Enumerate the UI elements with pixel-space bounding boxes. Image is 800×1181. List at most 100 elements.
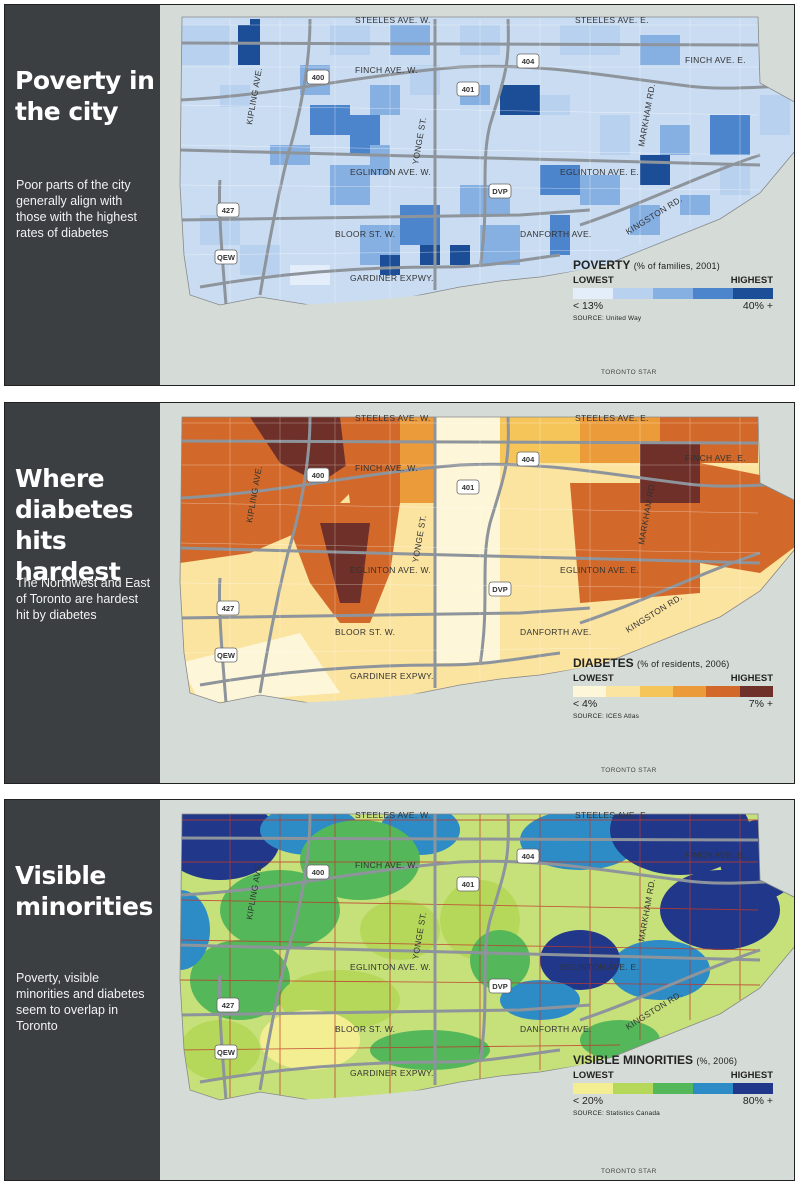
minorities-panel: Visible minorities Poverty, visible mino… (4, 799, 795, 1181)
census-tract (180, 25, 230, 65)
svg-text:404: 404 (522, 455, 535, 464)
highway-shield: 404 (516, 848, 540, 864)
census-tract (290, 265, 330, 285)
highway-shield: 427 (216, 997, 240, 1013)
legend-swatch (573, 288, 613, 299)
diabetes-zone (360, 623, 435, 693)
diabetes-panel: Where diabetes hits hardest The Northwes… (4, 402, 795, 784)
street-label: BLOOR ST. W. (335, 229, 395, 239)
poverty-panel: Poverty in the city Poor parts of the ci… (4, 4, 795, 386)
diabetes-zone (570, 483, 700, 603)
diabetes-zone (340, 417, 400, 503)
svg-text:DVP: DVP (492, 187, 507, 196)
minority-density-area (360, 900, 440, 960)
legend-low-label: LOWEST (573, 673, 614, 684)
panel-title: Visible minorities (15, 861, 153, 921)
diabetes-zone (400, 417, 435, 503)
legend-title: DIABETES (% of residents, 2006) (573, 656, 730, 670)
diabetes-legend: DIABETES (% of residents, 2006) LOWEST HI… (573, 656, 773, 720)
highway-shield: 404 (516, 451, 540, 467)
street-label: BLOOR ST. W. (335, 1024, 395, 1034)
credit: TORONTO STAR (601, 767, 657, 774)
census-tract (310, 105, 350, 135)
census-tract (450, 245, 470, 265)
minority-density-area (180, 890, 210, 970)
legend-high-label: HIGHEST (730, 673, 773, 684)
census-tract (370, 145, 390, 175)
svg-text:400: 400 (312, 73, 325, 82)
street-label: GARDINER EXPWY. (350, 671, 434, 681)
legend-swatch (706, 686, 740, 697)
census-tract (420, 245, 440, 265)
diabetes-map: STEELES AVE. W. STEELES AVE. E. FINCH AVE.… (160, 413, 794, 781)
highway-shield: QEW (214, 249, 238, 265)
street-label: STEELES AVE. W. (355, 413, 431, 423)
legend-low-value: < 13% (573, 300, 604, 312)
census-tract (680, 195, 710, 215)
street-label: STEELES AVE. E. (575, 413, 649, 423)
census-tract (710, 115, 750, 155)
legend-swatch (613, 288, 653, 299)
legend-swatch (573, 1083, 613, 1094)
credit: TORONTO STAR (601, 369, 657, 376)
census-tract (330, 25, 370, 55)
street-label: FINCH AVE. W. (355, 860, 418, 870)
svg-text:427: 427 (222, 1001, 235, 1010)
highway-shield: QEW (214, 647, 238, 663)
minority-density-area (190, 940, 290, 1020)
panel-title: Where diabetes hits hardest (15, 464, 133, 586)
highway-shield: DVP (488, 183, 512, 199)
census-tract (480, 225, 520, 265)
svg-text:DVP: DVP (492, 982, 507, 991)
legend-swatch (573, 686, 607, 697)
street-label: FINCH AVE. E. (685, 55, 746, 65)
legend-swatch (653, 288, 693, 299)
svg-text:401: 401 (462, 880, 475, 889)
street-label: EGLINTON AVE. W. (350, 565, 431, 575)
census-tract (250, 19, 260, 49)
census-tract (550, 215, 570, 255)
legend-high-value: 40% + (742, 300, 773, 312)
highway-shield: DVP (488, 581, 512, 597)
svg-text:DVP: DVP (492, 585, 507, 594)
diabetes-zone (180, 633, 340, 703)
svg-text:QEW: QEW (217, 651, 236, 660)
svg-text:400: 400 (312, 868, 325, 877)
svg-text:404: 404 (522, 852, 535, 861)
census-tract (600, 115, 630, 155)
diabetes-zone (640, 443, 700, 503)
minorities-map: STEELES AVE. W. STEELES AVE. E. FINCH AVE.… (160, 810, 794, 1178)
street-label: FINCH AVE. E. (685, 453, 746, 463)
diabetes-zone (320, 523, 370, 603)
svg-text:427: 427 (222, 604, 235, 613)
highway-shield: 404 (516, 53, 540, 69)
census-tract (370, 85, 400, 115)
legend-swatch (639, 686, 673, 697)
highway-shield: 400 (306, 69, 330, 85)
credit: TORONTO STAR (601, 1168, 657, 1175)
legend-source: SOURCE: United Way (573, 315, 642, 322)
panel-description: Poverty, visible minorities and diabetes… (16, 971, 145, 1033)
legend-color-scale (573, 686, 773, 697)
street-label: DANFORTH AVE. (520, 627, 592, 637)
street-label: GARDINER EXPWY. (350, 273, 434, 283)
legend-source: SOURCE: ICES Atlas (573, 713, 640, 720)
legend-source: SOURCE: Statistics Canada (573, 1110, 661, 1117)
svg-text:401: 401 (462, 483, 475, 492)
legend-swatch (693, 1083, 733, 1094)
street-label: EGLINTON AVE. W. (350, 167, 431, 177)
legend-low-value: < 20% (573, 1095, 604, 1107)
street-label: EGLINTON AVE. E. (560, 565, 639, 575)
legend-high-label: HIGHEST (730, 275, 773, 286)
svg-text:QEW: QEW (217, 1048, 236, 1057)
legend-low-label: LOWEST (573, 275, 614, 286)
street-label: STEELES AVE. W. (355, 15, 431, 25)
legend-swatch (613, 1083, 653, 1094)
minority-density-area (260, 1010, 360, 1070)
legend-swatch (606, 686, 640, 697)
census-tract (400, 205, 440, 245)
legend-swatch (733, 1083, 773, 1094)
street-label: GARDINER EXPWY. (350, 1068, 434, 1078)
legend-high-value: 7% + (748, 698, 773, 710)
census-tract (390, 25, 430, 55)
